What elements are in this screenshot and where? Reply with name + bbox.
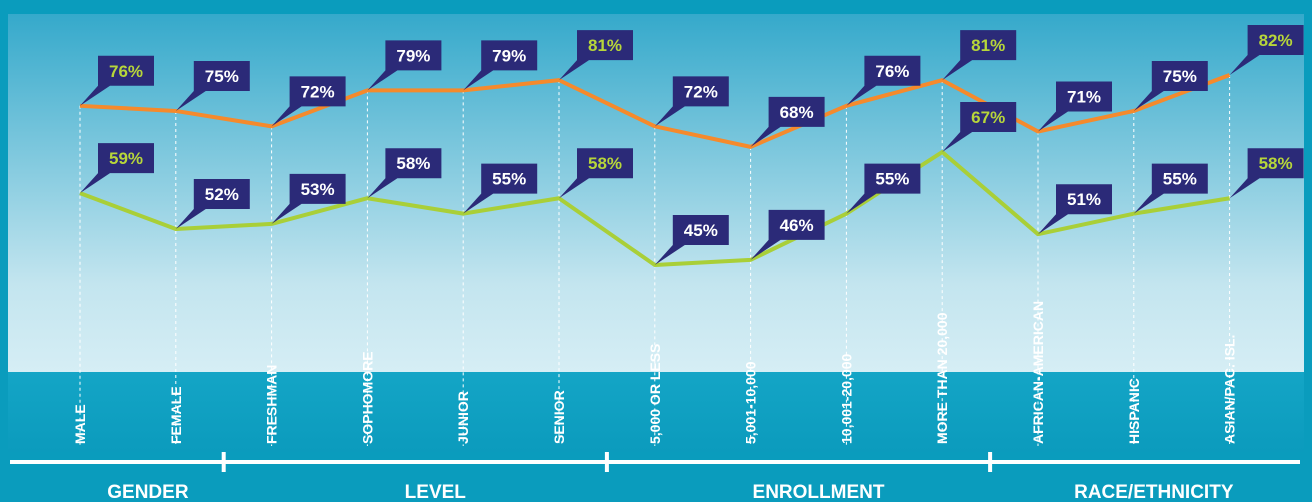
label-flag <box>1229 148 1304 199</box>
label-flag <box>559 30 633 81</box>
label-flag <box>175 60 250 111</box>
label-flag <box>654 215 729 265</box>
data-label: 76% <box>109 62 143 81</box>
data-label: 46% <box>780 216 814 235</box>
label-flag <box>1133 163 1208 214</box>
label-flag <box>367 148 442 199</box>
label-flag <box>942 102 1017 153</box>
data-label: 45% <box>684 221 718 240</box>
category-label: JUNIOR <box>455 391 471 444</box>
data-label: 79% <box>492 46 526 65</box>
group-label: GENDER <box>107 482 189 502</box>
label-flag <box>942 30 1017 81</box>
group-label: LEVEL <box>405 482 467 502</box>
data-label: 52% <box>205 185 239 204</box>
data-label: 82% <box>1259 31 1293 50</box>
label-flag <box>175 179 250 230</box>
data-label: 72% <box>301 82 335 101</box>
data-label: 68% <box>780 103 814 122</box>
panel-foot <box>8 372 1304 452</box>
data-label: 72% <box>684 82 718 101</box>
category-label: AFRICAN-AMERICAN <box>1030 301 1046 444</box>
data-label: 59% <box>109 149 143 168</box>
label-flag <box>80 55 154 106</box>
data-label: 51% <box>1067 190 1101 209</box>
label-flag <box>846 55 921 106</box>
label-flag <box>750 209 825 260</box>
data-label: 81% <box>588 36 622 55</box>
category-label: 5,001-10,000 <box>743 361 759 444</box>
category-label: ASIAN/PAC. ISL. <box>1222 335 1238 444</box>
data-label: 67% <box>971 108 1005 127</box>
label-flag <box>750 96 825 147</box>
data-label: 58% <box>1259 154 1293 173</box>
data-label: 53% <box>301 180 335 199</box>
data-label: 81% <box>971 36 1005 55</box>
data-label: 79% <box>396 46 430 65</box>
data-label: 75% <box>1163 67 1197 86</box>
data-label: 71% <box>1067 87 1101 106</box>
label-flag <box>1229 25 1304 75</box>
data-label: 55% <box>1163 170 1197 189</box>
label-flag <box>463 163 538 214</box>
label-flag <box>1038 81 1112 132</box>
label-flag <box>1038 184 1112 235</box>
category-label: SOPHOMORE <box>359 351 375 444</box>
group-label: ENROLLMENT <box>753 482 885 502</box>
label-flag <box>846 163 921 214</box>
category-label: 5,000 OR LESS <box>647 344 663 444</box>
category-label: HISPANIC <box>1126 378 1142 444</box>
label-flag <box>559 148 633 199</box>
data-label: 55% <box>492 170 526 189</box>
category-label: SENIOR <box>551 390 567 444</box>
label-flag <box>367 40 442 91</box>
label-flag <box>80 143 154 194</box>
category-label: FEMALE <box>168 386 184 444</box>
label-flag <box>1133 60 1208 111</box>
category-label: 10,001-20,000 <box>838 353 854 444</box>
category-label: MORE THAN 20,000 <box>934 312 950 444</box>
data-label: 76% <box>875 62 909 81</box>
group-label: RACE/ETHNICITY <box>1074 482 1234 502</box>
category-label: MALE <box>72 404 88 444</box>
label-flag <box>271 76 346 127</box>
data-label: 55% <box>875 170 909 189</box>
data-label: 75% <box>205 67 239 86</box>
data-label: 58% <box>396 154 430 173</box>
category-label: FRESHMAN <box>264 365 280 444</box>
label-flag <box>271 173 346 224</box>
data-label: 58% <box>588 154 622 173</box>
label-flag <box>654 76 729 127</box>
label-flag <box>463 40 538 91</box>
